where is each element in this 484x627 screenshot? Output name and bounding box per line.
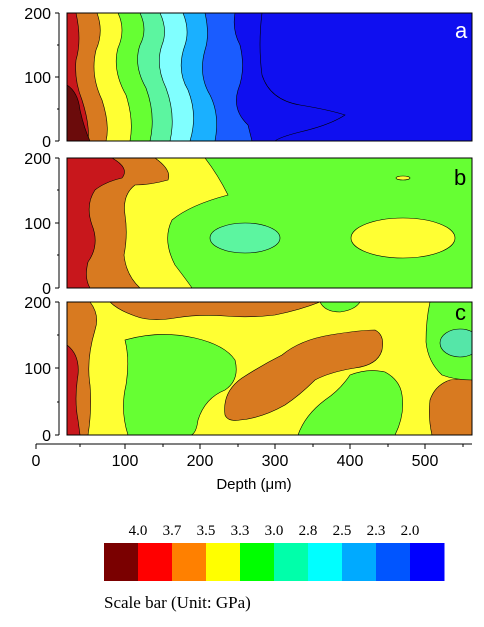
panel-a-contour-line [259, 13, 346, 141]
scale-bar-swatch [410, 543, 445, 581]
scale-bar-swatch [240, 543, 275, 581]
y-tick-label: 0 [42, 428, 51, 445]
scale-bar-swatch [206, 543, 241, 581]
scale-bar-level-label: 3.3 [231, 523, 250, 539]
scale-bar-level-label: 2.0 [401, 523, 420, 539]
panel-c-region-orange-top [109, 302, 321, 320]
y-tick-label: 100 [24, 70, 51, 87]
y-axis-c [55, 301, 60, 436]
scale-bar-swatch [274, 543, 309, 581]
color-scale-bar: 4.0 3.7 3.5 3.3 3.0 2.8 2.5 2.3 2.0 [104, 523, 445, 581]
scale-bar-level-label: 3.5 [197, 523, 216, 539]
panel-b-label: b [454, 165, 466, 190]
panel-c-region-orange-middle [224, 329, 383, 421]
scale-bar-swatch [342, 543, 377, 581]
scale-bar-swatch [308, 543, 343, 581]
panel-b-frame [66, 157, 473, 289]
y-axis-b [55, 157, 60, 289]
scale-bar-level-label: 2.5 [333, 523, 352, 539]
x-tick-label: 500 [412, 453, 439, 470]
y-tick-label: 200 [24, 295, 51, 312]
y-tick-label: 100 [24, 361, 51, 378]
scale-bar-level-label: 3.7 [163, 523, 182, 539]
panel-b [67, 158, 472, 288]
scale-bar-swatch [104, 543, 139, 581]
scale-bar-level-label: 2.8 [299, 523, 318, 539]
panel-a-frame [66, 12, 473, 142]
scale-bar-swatch [172, 543, 207, 581]
panel-b-region-yellow-island [350, 217, 456, 259]
panel-a [67, 13, 472, 141]
panel-c-region-green-upper [123, 334, 237, 435]
scale-bar-swatch [138, 543, 173, 581]
x-axis-title: Depth (μm) [216, 476, 291, 493]
x-tick-label: 200 [187, 453, 214, 470]
panel-b-region-red [67, 158, 125, 288]
panel-c-frame [66, 301, 473, 436]
panel-a-region-darkred [67, 84, 91, 141]
panel-c-region-red-left [67, 344, 81, 435]
panel-a-label: a [455, 18, 468, 43]
panel-c-region-green-mid [297, 370, 403, 435]
x-tick-label: 400 [337, 453, 364, 470]
y-tick-label: 0 [42, 134, 51, 151]
y-tick-label: 0 [42, 281, 51, 298]
panel-b-small-contour [395, 175, 411, 181]
scale-bar-level-label: 3.0 [265, 523, 284, 539]
x-tick-label: 0 [32, 453, 41, 470]
y-tick-label: 200 [24, 6, 51, 23]
y-tick-label: 100 [24, 216, 51, 233]
y-tick-label: 200 [24, 151, 51, 168]
panel-c-region-mint-right [439, 328, 472, 358]
scale-bar-swatch [376, 543, 411, 581]
panel-c [67, 302, 472, 435]
panel-c-region-green-top [319, 302, 361, 313]
x-axis [35, 443, 472, 449]
y-axis-a [55, 12, 60, 142]
scale-bar-level-label: 4.0 [129, 523, 148, 539]
scale-bar-title: Scale bar (Unit: GPa) [104, 593, 251, 612]
scale-bar-level-label: 2.3 [367, 523, 386, 539]
panel-b-region-mint-island [209, 222, 281, 254]
panel-c-label: c [455, 300, 466, 325]
x-tick-label: 100 [112, 453, 139, 470]
x-tick-label: 300 [262, 453, 289, 470]
